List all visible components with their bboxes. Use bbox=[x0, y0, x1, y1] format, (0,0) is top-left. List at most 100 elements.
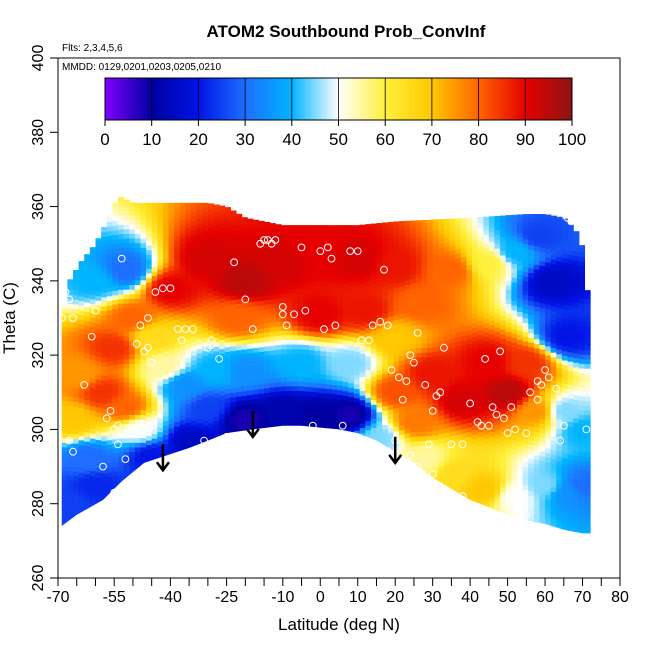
field-cell bbox=[140, 442, 147, 448]
field-cell bbox=[393, 356, 400, 362]
field-cell bbox=[505, 215, 512, 221]
field-cell bbox=[292, 311, 299, 317]
field-cell bbox=[472, 217, 479, 222]
field-cell bbox=[286, 376, 293, 382]
field-cell bbox=[264, 420, 271, 426]
field-cell bbox=[370, 264, 378, 271]
field-cell bbox=[387, 251, 394, 257]
field-cell bbox=[539, 427, 546, 434]
field-cell bbox=[432, 295, 439, 301]
field-cell bbox=[511, 351, 518, 357]
field-cell bbox=[348, 229, 355, 235]
field-cell bbox=[146, 402, 153, 409]
field-cell bbox=[275, 377, 282, 383]
field-cell bbox=[376, 420, 383, 427]
field-cell bbox=[365, 304, 372, 310]
field-cell bbox=[286, 292, 293, 299]
field-cell bbox=[174, 435, 181, 441]
field-cell bbox=[269, 266, 276, 272]
field-cell bbox=[185, 320, 192, 326]
field-cell bbox=[342, 265, 349, 271]
field-cell bbox=[168, 232, 175, 239]
field-cell bbox=[443, 399, 451, 405]
field-cell bbox=[460, 423, 467, 429]
field-cell bbox=[539, 232, 546, 239]
field-cell bbox=[303, 353, 310, 359]
field-cell bbox=[415, 384, 423, 391]
field-cell bbox=[106, 444, 113, 450]
field-cell bbox=[556, 437, 563, 443]
field-cell bbox=[235, 213, 243, 216]
field-cell bbox=[432, 272, 439, 278]
field-cell bbox=[78, 416, 85, 422]
field-cell bbox=[477, 459, 484, 465]
field-cell bbox=[466, 478, 473, 484]
field-cell bbox=[112, 304, 119, 310]
field-cell bbox=[230, 318, 237, 324]
field-cell bbox=[129, 354, 136, 360]
field-cell bbox=[117, 358, 125, 365]
field-cell bbox=[309, 377, 316, 383]
field-cell bbox=[545, 317, 552, 324]
field-cell bbox=[280, 399, 288, 405]
field-cell bbox=[78, 444, 85, 450]
field-cell bbox=[393, 268, 400, 274]
field-cell bbox=[174, 388, 181, 395]
field-cell bbox=[443, 265, 451, 271]
field-cell bbox=[556, 344, 563, 350]
field-cell bbox=[157, 371, 164, 377]
field-cell bbox=[286, 288, 293, 294]
field-cell bbox=[207, 353, 215, 359]
field-cell bbox=[331, 282, 338, 288]
field-cell bbox=[387, 265, 394, 271]
field-cell bbox=[398, 420, 406, 426]
field-cell bbox=[348, 340, 355, 347]
field-cell bbox=[247, 222, 254, 228]
field-cell bbox=[455, 359, 462, 366]
field-cell bbox=[421, 219, 428, 223]
field-cell bbox=[140, 363, 147, 369]
field-cell bbox=[292, 288, 299, 294]
field-cell bbox=[342, 228, 349, 234]
field-cell bbox=[269, 298, 276, 305]
field-cell bbox=[460, 367, 467, 374]
field-cell bbox=[528, 332, 535, 339]
field-cell bbox=[241, 260, 248, 266]
field-cell bbox=[297, 306, 305, 313]
field-cell bbox=[89, 465, 97, 472]
field-cell bbox=[443, 390, 451, 396]
field-cell bbox=[191, 285, 198, 291]
field-cell bbox=[342, 418, 349, 424]
field-cell bbox=[449, 426, 456, 432]
field-cell bbox=[123, 395, 130, 402]
field-cell bbox=[353, 341, 361, 348]
field-cell bbox=[449, 263, 456, 270]
field-cell bbox=[162, 202, 170, 208]
field-cell bbox=[488, 375, 496, 381]
field-cell bbox=[174, 263, 181, 269]
field-cell bbox=[443, 292, 451, 299]
field-cell bbox=[247, 227, 254, 233]
field-cell bbox=[488, 324, 496, 330]
field-cell bbox=[101, 389, 108, 395]
field-cell bbox=[67, 373, 74, 379]
field-cell bbox=[477, 478, 484, 484]
field-cell bbox=[483, 392, 490, 398]
field-cell bbox=[314, 382, 321, 388]
field-cell bbox=[410, 394, 417, 400]
field-cell bbox=[241, 316, 248, 322]
field-cell bbox=[460, 460, 467, 467]
field-cell bbox=[477, 440, 484, 447]
field-cell bbox=[415, 389, 423, 395]
field-cell bbox=[432, 393, 439, 399]
field-cell bbox=[230, 420, 237, 426]
field-cell bbox=[449, 296, 456, 302]
field-cell bbox=[275, 330, 282, 336]
field-cell bbox=[438, 298, 445, 305]
field-cell bbox=[247, 413, 254, 419]
field-cell bbox=[101, 240, 108, 247]
field-cell bbox=[151, 261, 158, 267]
field-cell bbox=[539, 479, 546, 485]
field-cell bbox=[398, 281, 406, 287]
field-cell bbox=[415, 329, 423, 335]
